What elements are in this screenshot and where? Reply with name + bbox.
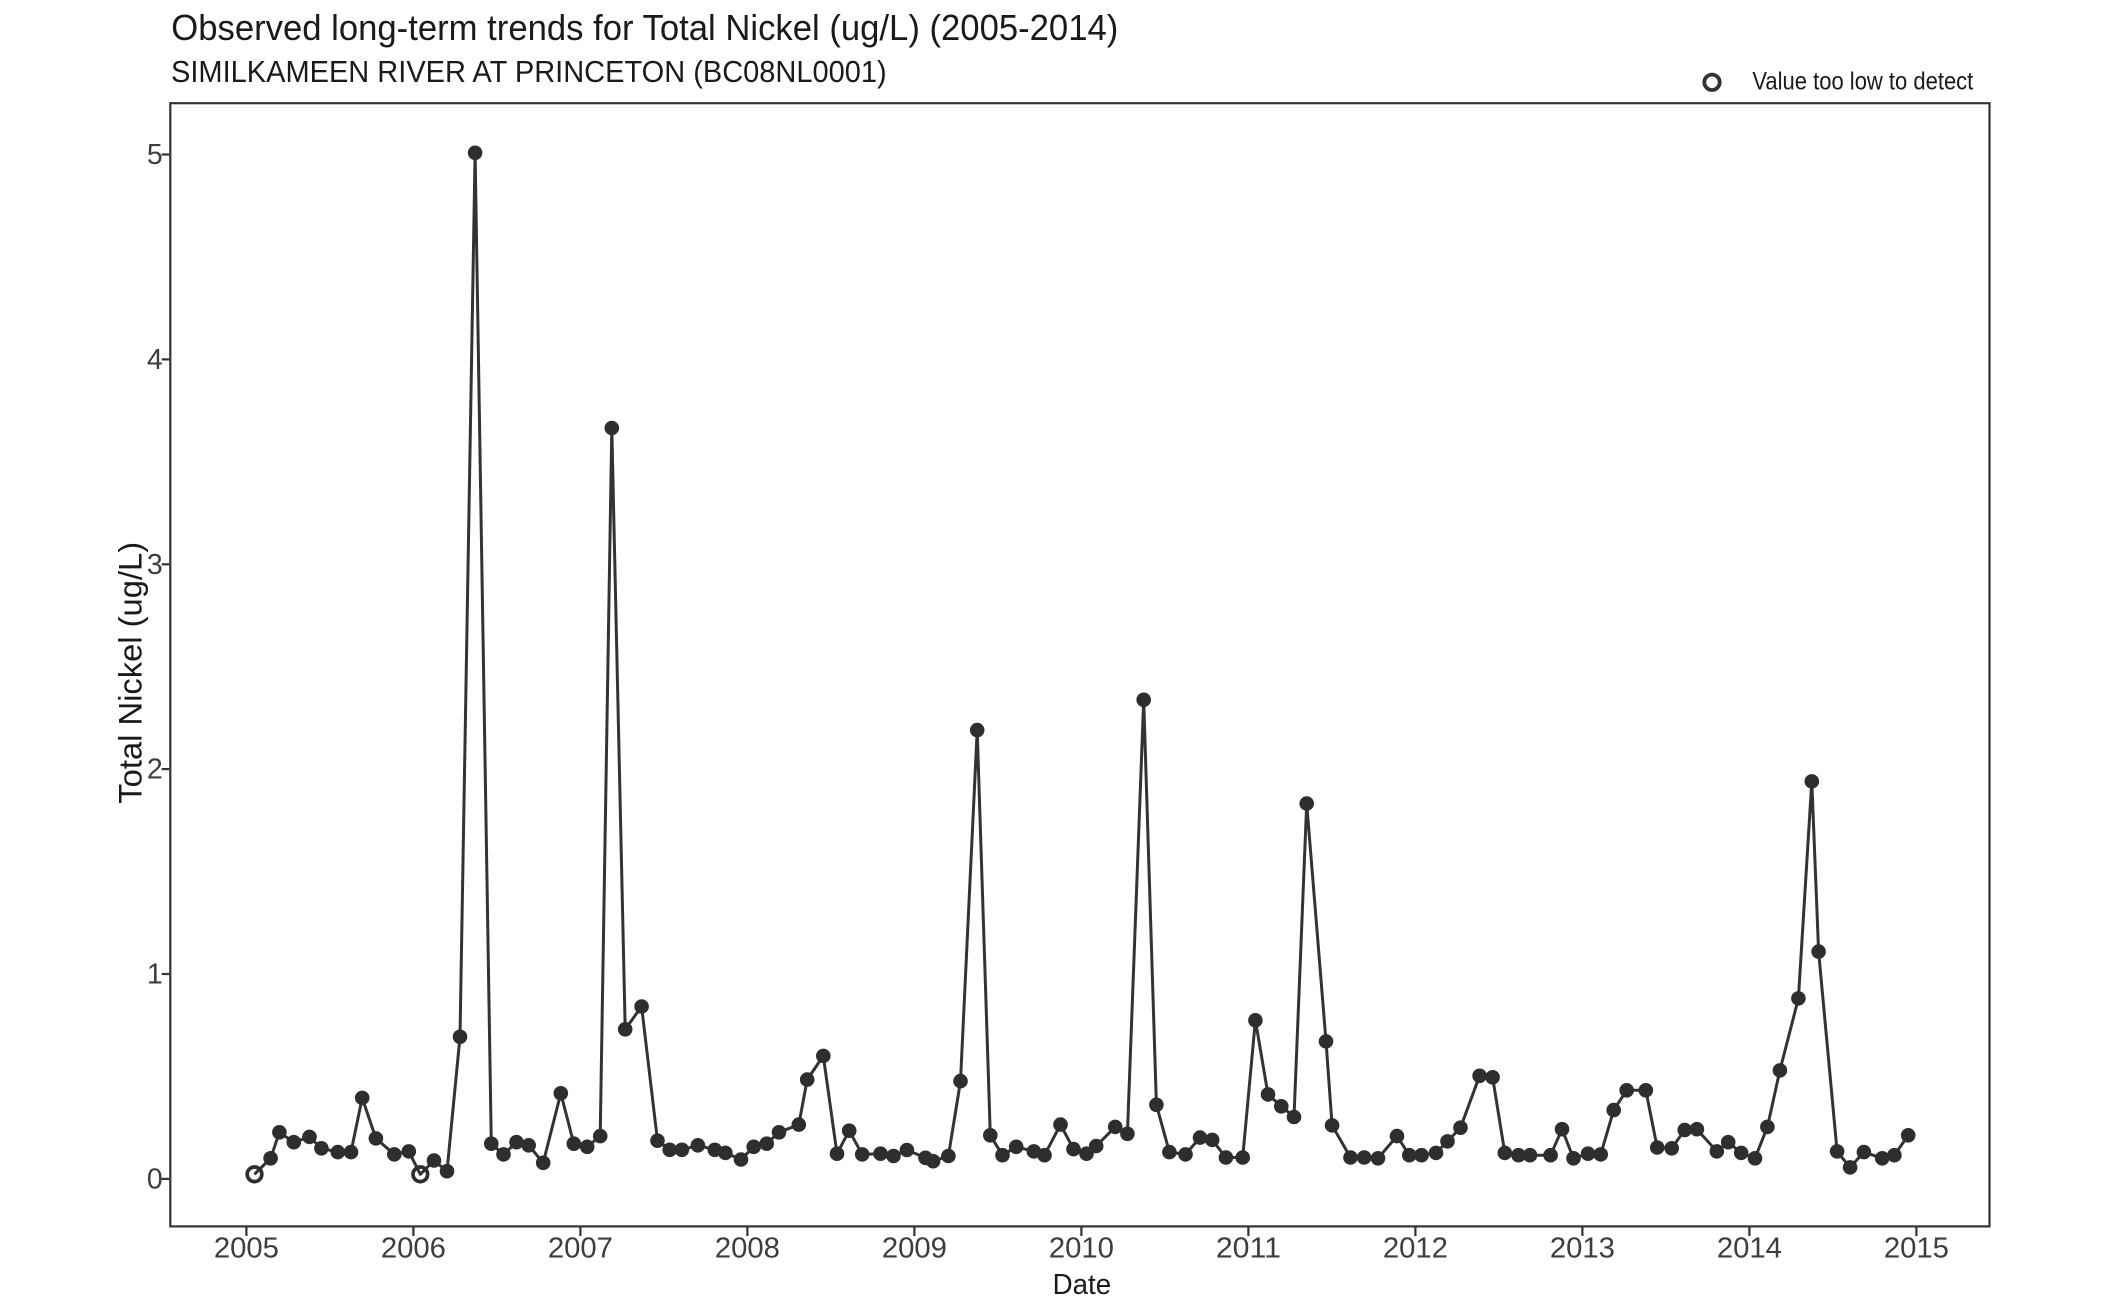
svg-text:5: 5 <box>147 139 163 171</box>
svg-text:2010: 2010 <box>1049 1232 1114 1264</box>
svg-text:2007: 2007 <box>548 1232 613 1264</box>
svg-text:Observed long-term trends for: Observed long-term trends for Total Nick… <box>171 7 1118 48</box>
svg-text:2012: 2012 <box>1383 1232 1448 1264</box>
svg-text:1: 1 <box>147 959 163 991</box>
svg-text:2013: 2013 <box>1550 1232 1615 1264</box>
svg-text:2014: 2014 <box>1717 1232 1782 1264</box>
svg-text:2009: 2009 <box>882 1232 947 1264</box>
svg-text:2: 2 <box>147 754 163 786</box>
svg-text:2011: 2011 <box>1216 1232 1281 1264</box>
svg-text:SIMILKAMEEN RIVER AT PRINCETON: SIMILKAMEEN RIVER AT PRINCETON (BC08NL00… <box>171 54 887 89</box>
svg-text:2008: 2008 <box>715 1232 780 1264</box>
svg-text:2005: 2005 <box>214 1232 279 1264</box>
svg-text:0: 0 <box>147 1163 163 1195</box>
svg-text:Value too low to detect: Value too low to detect <box>1752 68 1973 96</box>
svg-text:2015: 2015 <box>1884 1232 1949 1264</box>
svg-text:2006: 2006 <box>381 1232 446 1264</box>
svg-text:Total Nickel (ug/L): Total Nickel (ug/L) <box>112 542 148 804</box>
svg-text:4: 4 <box>147 344 163 376</box>
svg-text:3: 3 <box>147 549 163 581</box>
svg-text:Date: Date <box>1053 1269 1112 1301</box>
